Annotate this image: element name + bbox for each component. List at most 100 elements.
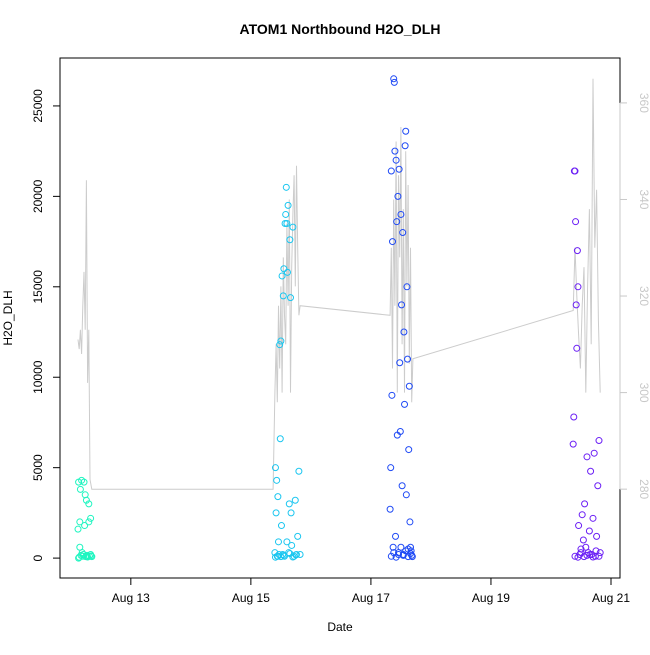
point (390, 75, 398, 83)
point (590, 449, 598, 457)
y2-tick-label: 280 (637, 479, 650, 499)
x-tick-label: Aug 19 (472, 591, 510, 605)
point (291, 496, 299, 504)
point (280, 265, 288, 273)
y-tick-label: 15000 (31, 270, 45, 304)
point (398, 482, 406, 490)
point (85, 518, 93, 526)
point (397, 210, 405, 218)
point (402, 127, 410, 135)
point (276, 435, 284, 443)
y-tick-label: 0 (31, 554, 45, 561)
point (578, 511, 586, 519)
point (570, 413, 578, 421)
x-tick-label: Aug 17 (352, 591, 390, 605)
point (593, 532, 601, 540)
point (282, 183, 290, 191)
point (577, 545, 585, 553)
point (282, 210, 290, 218)
x-tick-label: Aug 15 (232, 591, 270, 605)
point (75, 554, 83, 562)
point (595, 437, 603, 445)
point (403, 283, 411, 291)
point (80, 478, 88, 486)
point (286, 294, 294, 302)
point (76, 485, 84, 493)
point (571, 167, 579, 175)
point (284, 201, 292, 209)
point (585, 527, 593, 535)
point (387, 167, 395, 175)
x-tick-label: Aug 21 (592, 591, 630, 605)
point (277, 522, 285, 530)
point (390, 78, 398, 86)
point (401, 400, 409, 408)
point (396, 427, 404, 435)
point (87, 514, 95, 522)
point (288, 541, 296, 549)
point (401, 142, 409, 150)
point (400, 328, 408, 336)
point (395, 550, 403, 558)
point (579, 536, 587, 544)
x-axis-label: Date (327, 620, 353, 634)
point (283, 538, 291, 546)
point (407, 550, 415, 558)
point (78, 549, 86, 557)
point (391, 147, 399, 155)
y2-tick-label: 320 (637, 286, 650, 306)
point (277, 337, 285, 345)
point (395, 165, 403, 173)
point (74, 525, 82, 533)
point (394, 192, 402, 200)
point (397, 543, 405, 551)
y-axis-label: H2O_DLH (1, 290, 15, 345)
point (286, 236, 294, 244)
y-tick-label: 5000 (31, 454, 45, 481)
point (386, 505, 394, 513)
point (272, 509, 280, 517)
point (289, 223, 297, 231)
point (392, 156, 400, 164)
point (389, 238, 397, 246)
chart-title: ATOM1 Northbound H2O_DLH (240, 21, 441, 37)
point (573, 247, 581, 255)
point (285, 500, 293, 508)
point (389, 543, 397, 551)
point (594, 482, 602, 490)
point (571, 552, 579, 560)
point (393, 218, 401, 226)
point (405, 446, 413, 454)
point (388, 391, 396, 399)
point (274, 538, 282, 546)
point (581, 500, 589, 508)
point (404, 355, 412, 363)
point (405, 382, 413, 390)
point (387, 552, 395, 560)
point (278, 272, 286, 280)
point (392, 532, 400, 540)
point (283, 268, 291, 276)
point (85, 500, 93, 508)
point (283, 219, 291, 227)
point (271, 464, 279, 472)
point (569, 440, 577, 448)
point (292, 551, 300, 559)
y-tick-label: 25000 (31, 89, 45, 123)
point (279, 292, 287, 300)
point (294, 532, 302, 540)
point (399, 229, 407, 237)
y2-tick-label: 340 (637, 189, 650, 209)
point (387, 464, 395, 472)
point (87, 550, 95, 558)
point (295, 467, 303, 475)
point (592, 547, 600, 555)
point (276, 341, 284, 349)
point (296, 550, 304, 558)
point (572, 301, 580, 309)
point (274, 493, 282, 501)
point (589, 514, 597, 522)
